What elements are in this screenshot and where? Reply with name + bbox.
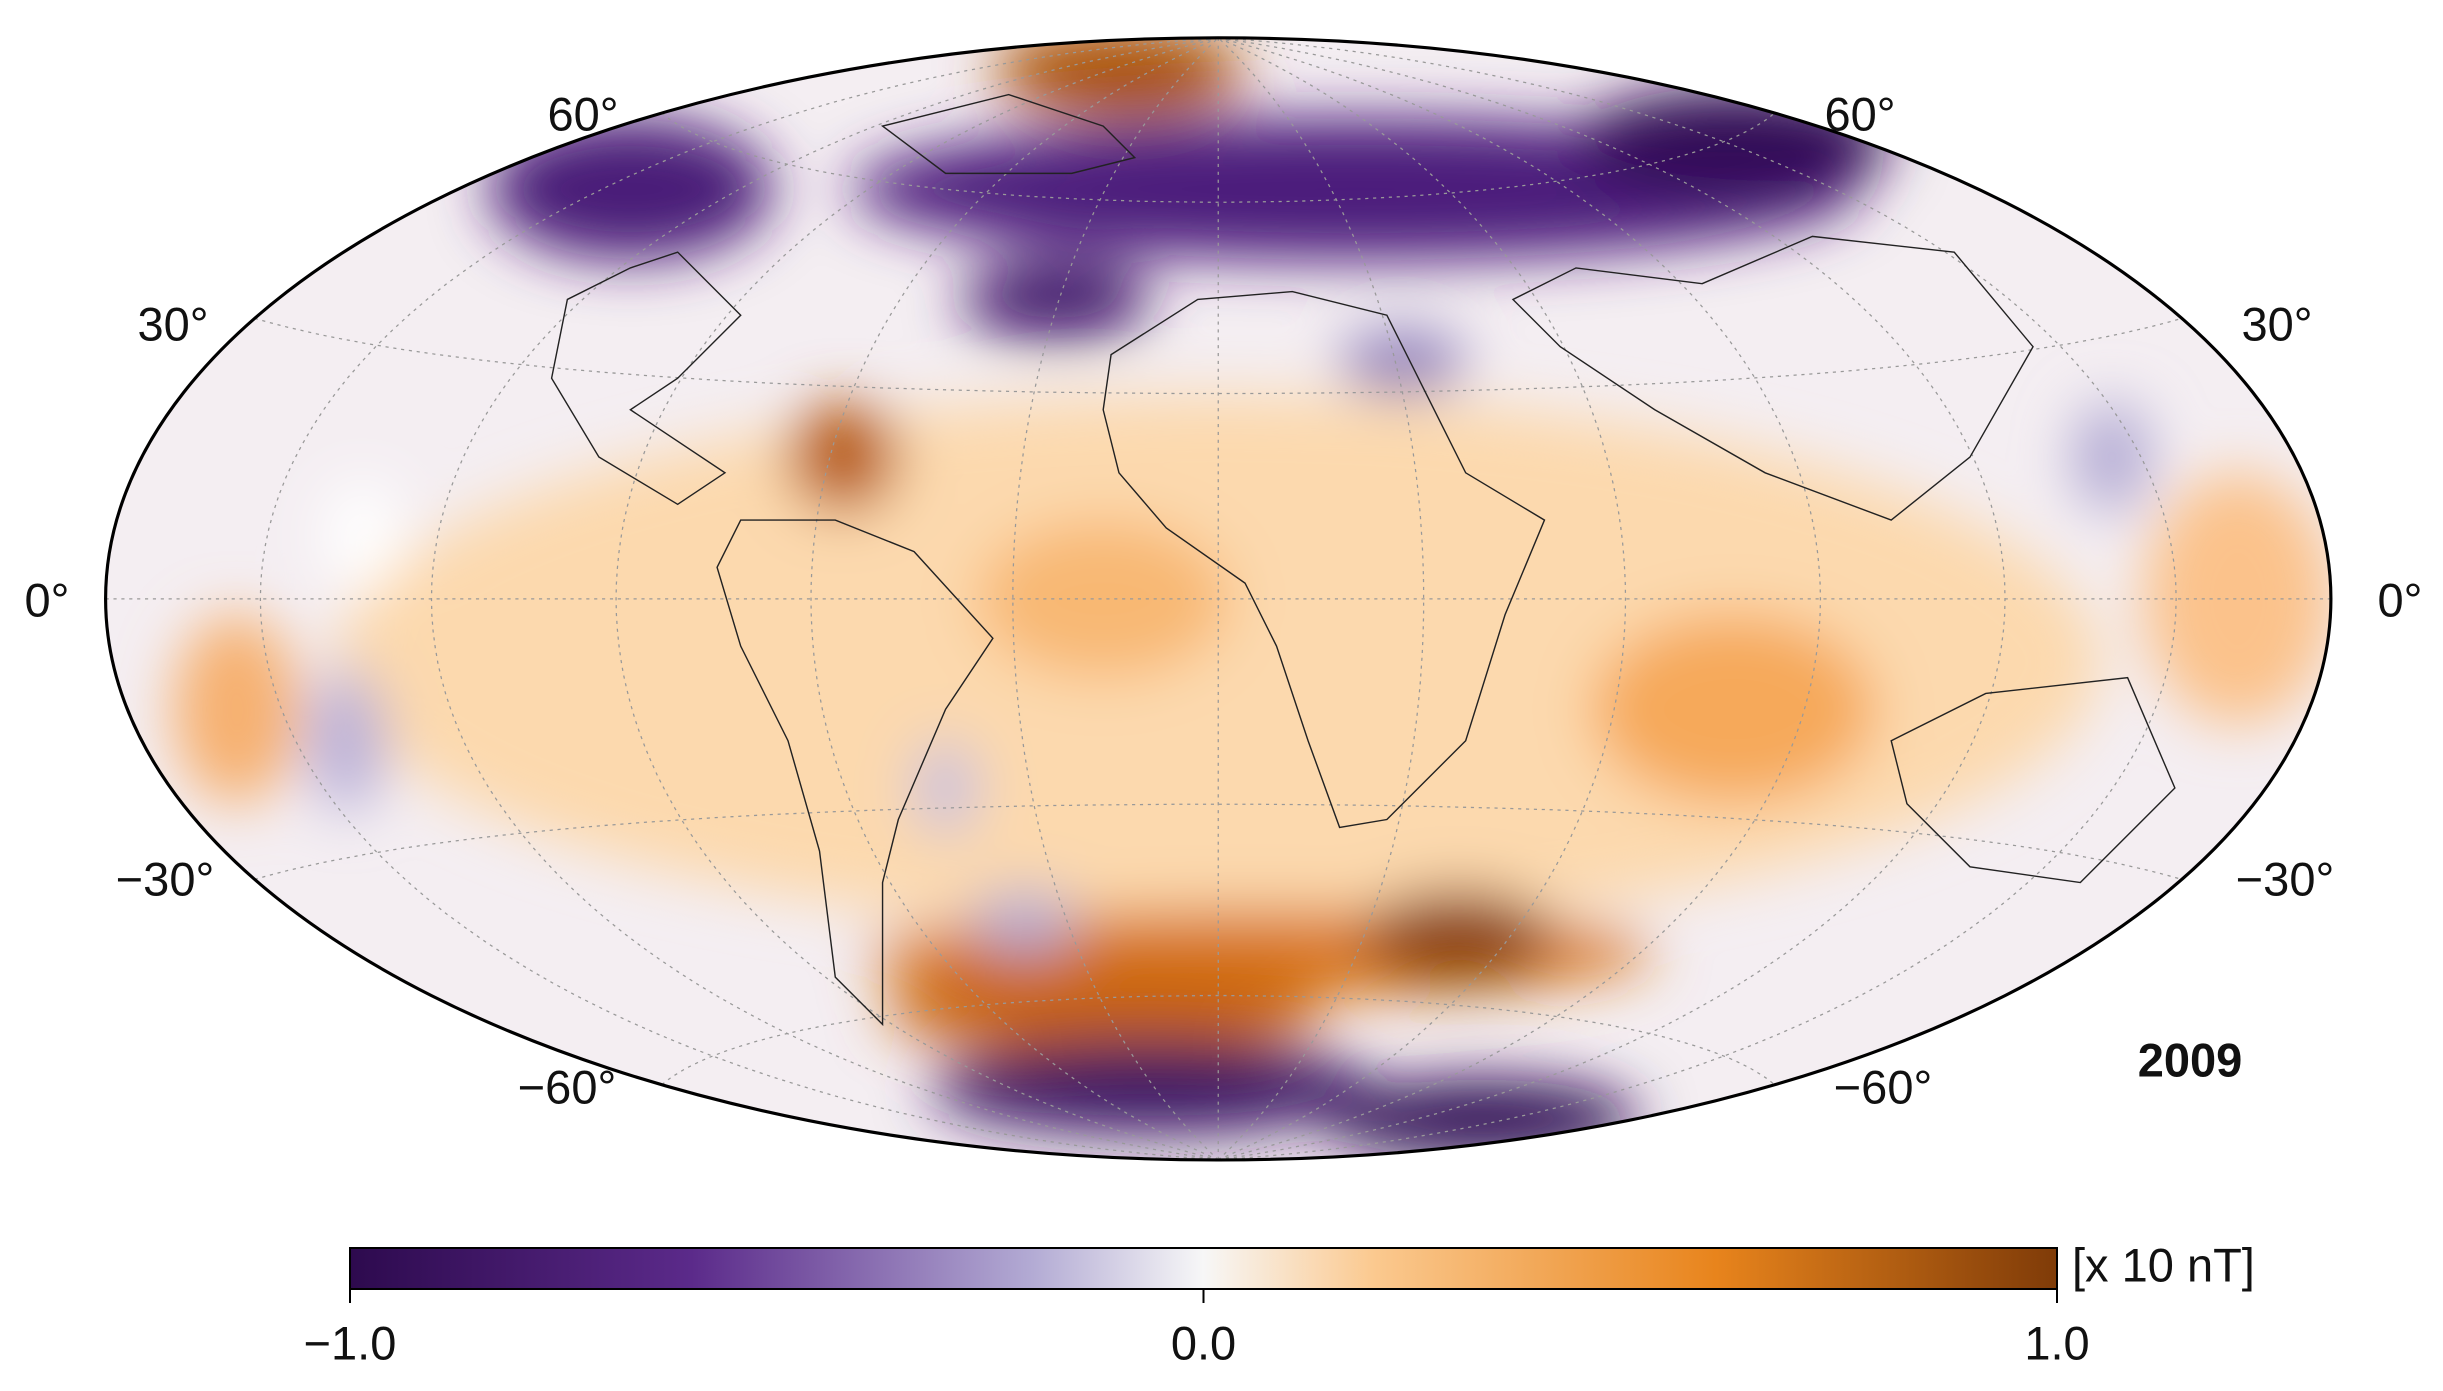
lat-label: 60° (1824, 87, 1895, 140)
colorbar-scale (349, 1247, 2058, 1290)
colorbar: [x 10 nT] −1.0 0.0 1.0 (304, 1238, 2255, 1369)
lat-labels-right: 60° 30° 0° −30° −60° (1824, 87, 2422, 1113)
lat-label: −30° (2236, 852, 2335, 905)
lat-label: 30° (137, 297, 208, 350)
meridian (1217, 37, 1627, 1160)
graticule (105, 37, 2331, 1160)
lat-label: 0° (25, 573, 70, 626)
colorbar-tick-label: 1.0 (2024, 1316, 2089, 1369)
coastlines (550, 93, 2176, 1027)
map (104, 36, 2333, 1162)
parallel (254, 803, 2182, 881)
field-map (105, 37, 2331, 1160)
lat-label: −30° (116, 852, 215, 905)
meridian (1218, 37, 1822, 1160)
lat-label: 0° (2378, 573, 2423, 626)
colorbar-tick-label: −1.0 (304, 1316, 397, 1369)
parallel (661, 994, 1775, 1086)
year-label: 2009 (2138, 1033, 2243, 1086)
meridian (1218, 37, 2177, 1160)
parallel (254, 317, 2182, 395)
lat-label: 60° (547, 87, 618, 140)
parallel (661, 112, 1775, 203)
colorbar-unit: [x 10 nT] (2072, 1238, 2255, 1291)
meridian (615, 37, 1219, 1160)
lat-label: 30° (2241, 297, 2312, 350)
lat-label: −60° (518, 1060, 617, 1113)
lat-labels-left: 60° 30° 0° −30° −60° (25, 87, 619, 1113)
lat-label: −60° (1834, 1060, 1933, 1113)
colorbar-tick-label: 0.0 (1171, 1316, 1236, 1369)
meridian (810, 37, 1219, 1160)
meridian (259, 37, 1219, 1160)
